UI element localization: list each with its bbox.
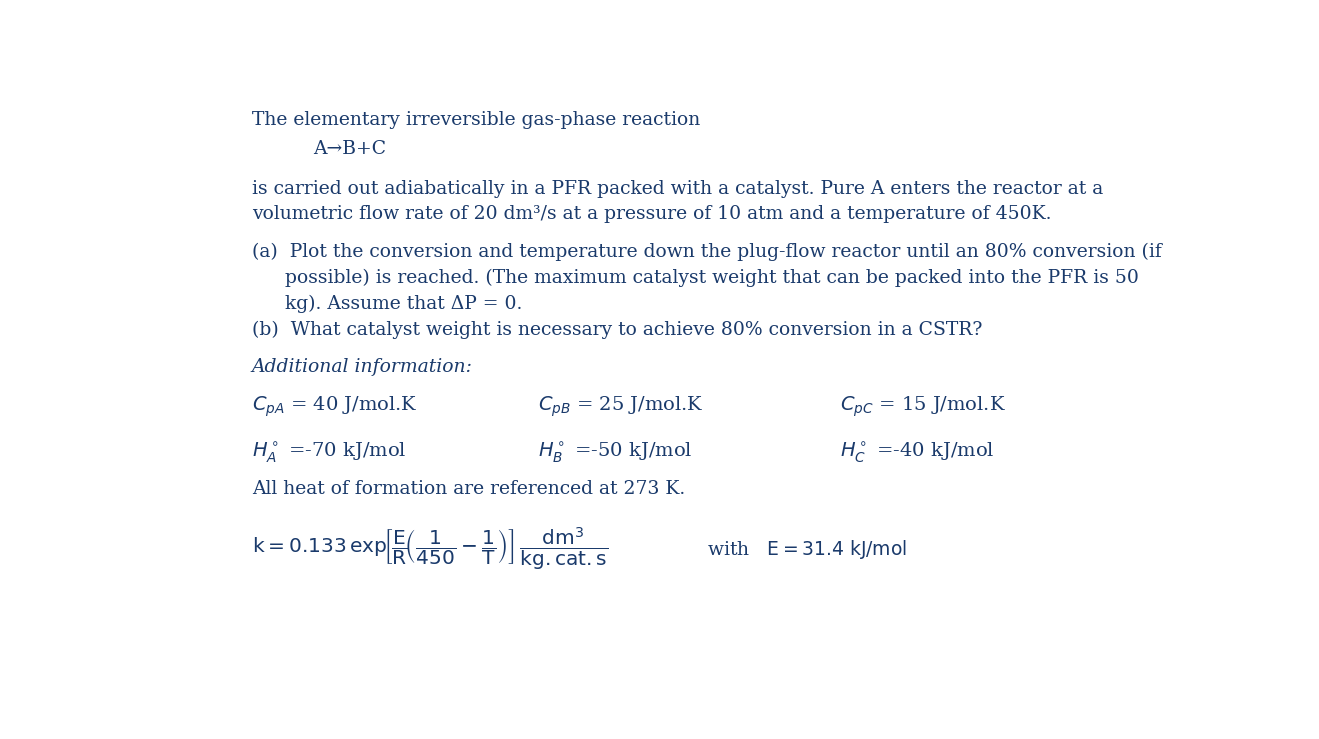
- Text: (b)  What catalyst weight is necessary to achieve 80% conversion in a CSTR?: (b) What catalyst weight is necessary to…: [252, 321, 983, 339]
- Text: possible) is reached. (The maximum catalyst weight that can be packed into the P: possible) is reached. (The maximum catal…: [285, 268, 1140, 287]
- Text: $C_{pB}$ = 25 J/mol.K: $C_{pB}$ = 25 J/mol.K: [538, 395, 704, 419]
- Text: (a)  Plot the conversion and temperature down the plug-flow reactor until an 80%: (a) Plot the conversion and temperature …: [252, 242, 1162, 261]
- Text: The elementary irreversible gas-phase reaction: The elementary irreversible gas-phase re…: [252, 112, 700, 129]
- Text: A→B+C: A→B+C: [313, 140, 386, 158]
- Text: kg). Assume that ΔP = 0.: kg). Assume that ΔP = 0.: [285, 295, 522, 313]
- Text: $H^\circ_A$ =-70 kJ/mol: $H^\circ_A$ =-70 kJ/mol: [252, 440, 406, 465]
- Text: $H^\circ_B$ =-50 kJ/mol: $H^\circ_B$ =-50 kJ/mol: [538, 440, 692, 465]
- Text: is carried out adiabatically in a PFR packed with a catalyst. Pure A enters the : is carried out adiabatically in a PFR pa…: [252, 180, 1103, 198]
- Text: $C_{pC}$ = 15 J/mol.K: $C_{pC}$ = 15 J/mol.K: [840, 395, 1005, 419]
- Text: with   $\mathrm{E = 31.4\ kJ/mol}$: with $\mathrm{E = 31.4\ kJ/mol}$: [707, 538, 906, 561]
- Text: $\mathrm{k = 0.133\,exp}\!\left[\dfrac{\mathrm{E}}{\mathrm{R}}\!\left(\dfrac{1}{: $\mathrm{k = 0.133\,exp}\!\left[\dfrac{\…: [252, 526, 608, 573]
- Text: All heat of formation are referenced at 273 K.: All heat of formation are referenced at …: [252, 480, 685, 498]
- Text: $C_{pA}$ = 40 J/mol.K: $C_{pA}$ = 40 J/mol.K: [252, 395, 418, 419]
- Text: Additional information:: Additional information:: [252, 358, 472, 376]
- Text: $H^\circ_C$ =-40 kJ/mol: $H^\circ_C$ =-40 kJ/mol: [840, 440, 995, 465]
- Text: volumetric flow rate of 20 dm³/s at a pressure of 10 atm and a temperature of 45: volumetric flow rate of 20 dm³/s at a pr…: [252, 205, 1051, 222]
